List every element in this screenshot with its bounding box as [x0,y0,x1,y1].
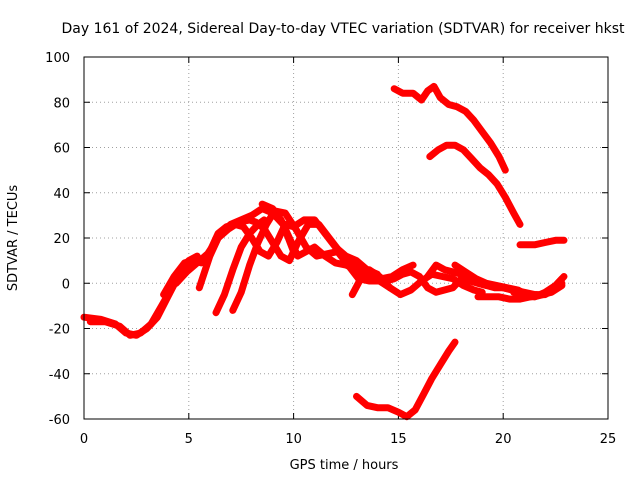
series-line-s17 [426,141,524,228]
series-line-s15 [516,236,568,249]
x-tick-label: 20 [495,432,512,447]
y-axis-label: SDTVAR / TECUs [6,185,21,292]
y-tick-label: 40 [53,187,70,202]
series-line-s18 [353,338,459,421]
series-line-s14 [510,273,568,301]
x-axis-label: GPS time / hours [290,458,399,473]
x-tick-label: 5 [185,432,193,447]
x-tick-label: 0 [80,432,88,447]
x-tick-label: 15 [390,432,407,447]
plot-frame [83,56,609,420]
plot-area [80,82,568,421]
series-line-s9 [348,266,486,299]
grid-lines [84,57,608,419]
y-tick-label: -40 [49,368,70,383]
y-tick-label: 80 [53,96,70,111]
x-tick-label: 10 [285,432,302,447]
series-line-s16 [390,82,509,174]
y-tick-label: 60 [53,142,70,157]
y-tick-label: -60 [49,413,70,428]
series-line-s6 [212,216,268,317]
series-line-s8 [258,200,381,280]
y-tick-label: 100 [45,51,70,66]
y-tick-label: -20 [49,323,70,338]
x-tick-label: 25 [600,432,617,447]
chart-title: Day 161 of 2024, Sidereal Day-to-day VTE… [62,21,625,37]
y-tick-label: 20 [53,232,70,247]
y-tick-label: 0 [62,277,70,292]
tick-marks: 0 5 10 15 20 25 -60 -40 -20 0 20 40 60 80 100 [45,51,616,447]
